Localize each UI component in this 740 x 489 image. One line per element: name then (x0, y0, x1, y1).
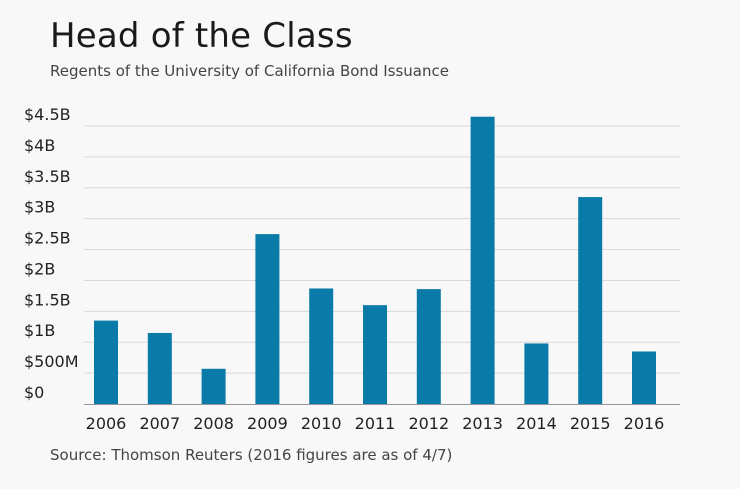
x-tick-label: 2016 (624, 414, 665, 433)
y-tick-label: $2B (24, 259, 55, 278)
bar-2006 (94, 320, 118, 404)
y-tick-label: $3.5B (24, 167, 71, 186)
bar-2016 (632, 351, 656, 404)
x-tick-label: 2012 (408, 414, 449, 433)
x-tick-label: 2013 (462, 414, 503, 433)
x-tick-label: 2014 (516, 414, 557, 433)
y-axis-ticks: $0 $500M $1B $1.5B $2B $2.5B $3B $3.5B $4B $4.5B (24, 105, 79, 402)
x-tick-label: 2011 (355, 414, 396, 433)
source-note: Source: Thomson Reuters (2016 figures ar… (50, 446, 453, 464)
x-axis-ticks: 2006 2007 2008 2009 2010 2011 2012 2013 2014 2015… (86, 414, 665, 433)
x-tick-label: 2015 (570, 414, 611, 433)
y-tick-label: $3B (24, 198, 55, 217)
bar-2013 (470, 116, 495, 404)
bar-2011 (363, 305, 387, 404)
y-tick-label: $500M (24, 352, 79, 371)
bar-2012 (416, 289, 441, 404)
y-tick-label: $4B (24, 136, 55, 155)
y-tick-label: $0 (24, 383, 44, 402)
x-tick-label: 2006 (86, 414, 127, 433)
bars (94, 116, 656, 404)
bar-2014 (524, 343, 549, 404)
chart-title: Head of the Class (50, 16, 353, 56)
x-tick-label: 2009 (247, 414, 288, 433)
bar-2008 (201, 368, 226, 404)
bar-2010 (309, 288, 334, 404)
y-tick-label: $1.5B (24, 290, 71, 309)
x-tick-label: 2008 (193, 414, 234, 433)
y-tick-label: $2.5B (24, 229, 71, 248)
bar-2007 (147, 332, 172, 404)
x-tick-label: 2007 (139, 414, 180, 433)
y-tick-label: $1B (24, 321, 55, 340)
bar-2015 (578, 197, 603, 404)
y-tick-label: $4.5B (24, 105, 71, 124)
bar-2009 (255, 234, 280, 404)
chart-subtitle: Regents of the University of California … (50, 62, 449, 80)
x-tick-label: 2010 (301, 414, 342, 433)
